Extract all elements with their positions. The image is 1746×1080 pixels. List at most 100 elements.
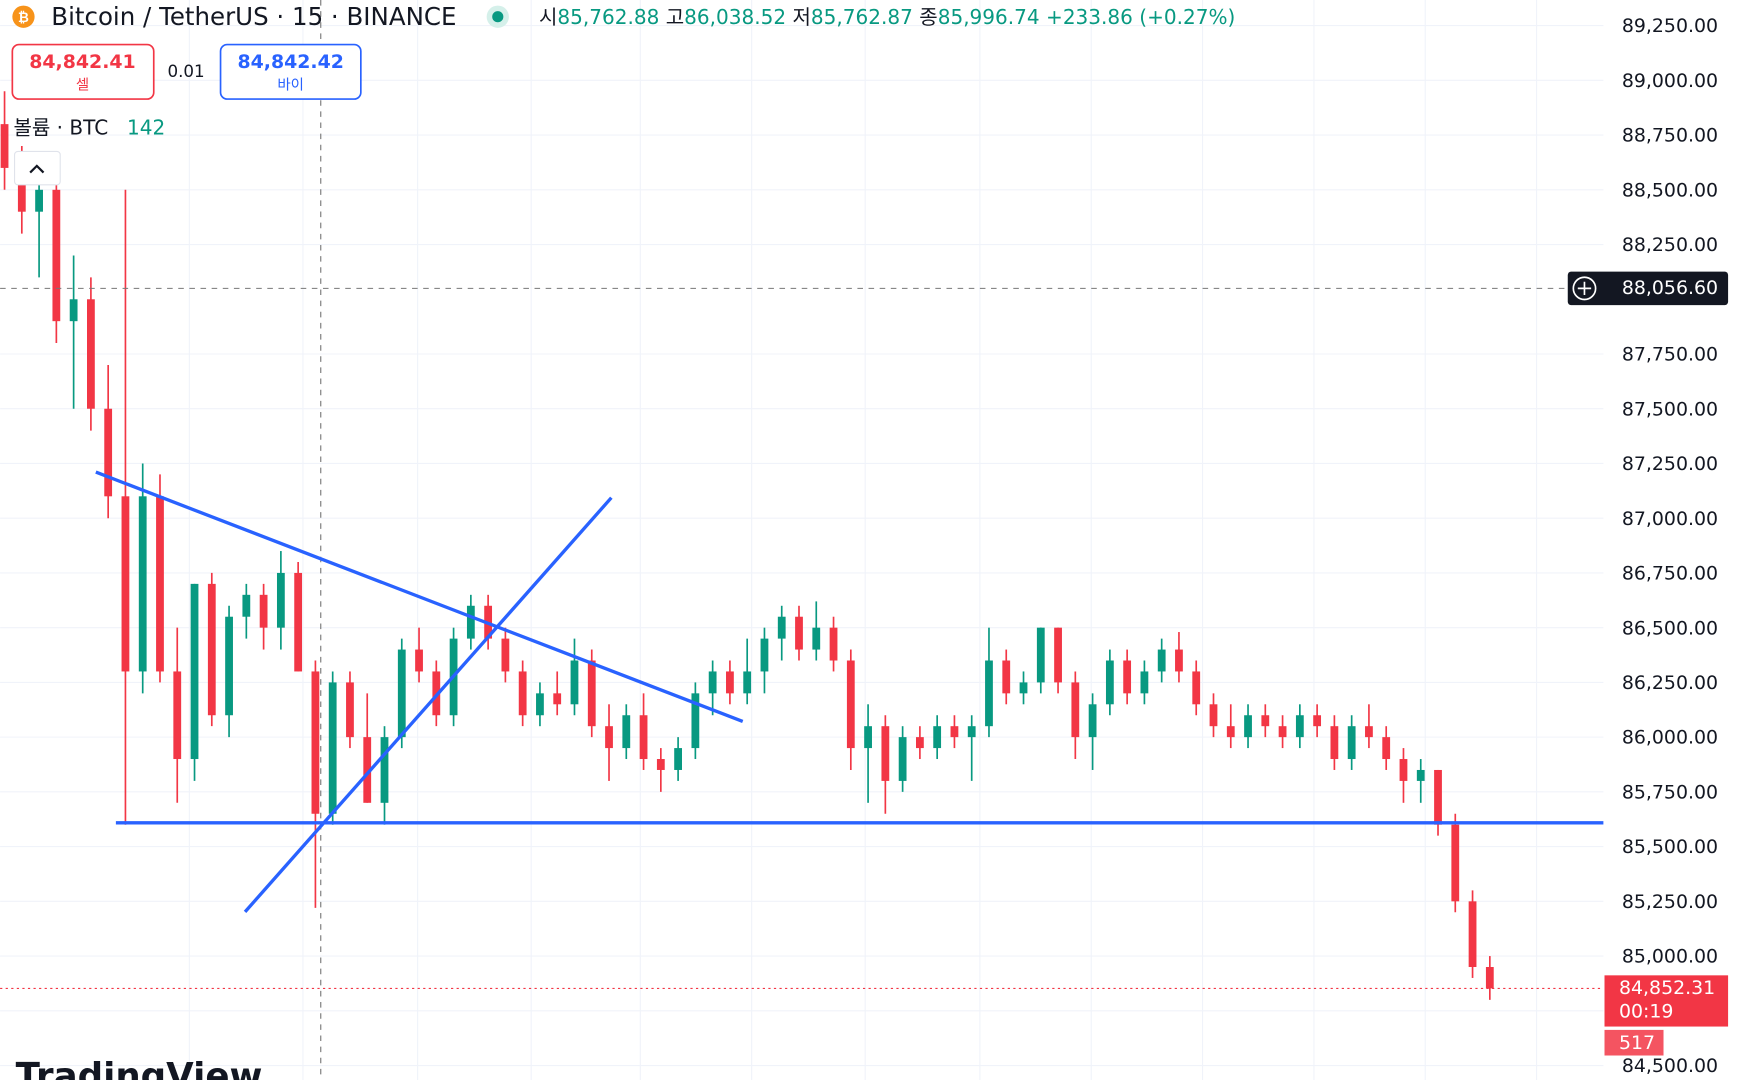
candle-body	[276, 572, 285, 628]
collapse-icon	[29, 164, 45, 174]
candle-body	[415, 649, 423, 672]
candle-body	[190, 583, 199, 760]
candle-body	[0, 124, 9, 168]
candle-body	[846, 660, 855, 749]
candle-body	[1382, 737, 1391, 760]
candle-body	[726, 671, 734, 694]
candle-body	[380, 737, 389, 803]
y-tick-label: 85,250.00	[1622, 891, 1718, 913]
low-label: 저	[793, 4, 811, 28]
candle-body	[587, 660, 596, 727]
volume-last: 517	[1619, 1032, 1655, 1054]
y-tick-label: 86,750.00	[1622, 563, 1718, 585]
buy-button[interactable]	[219, 43, 362, 100]
candle-body	[1088, 704, 1097, 738]
candle-body	[656, 759, 665, 770]
candle-body	[950, 726, 959, 738]
candle-body	[812, 627, 821, 650]
candle-body	[1313, 715, 1322, 727]
candle-body	[691, 693, 700, 749]
candle-body	[1175, 649, 1183, 672]
candle-body	[1347, 726, 1356, 760]
candle-body	[1434, 769, 1442, 825]
candle-body	[1468, 901, 1477, 968]
add-icon	[1572, 276, 1597, 301]
candle-body	[1105, 660, 1114, 705]
candle-body	[674, 748, 682, 770]
candle-body	[1451, 824, 1460, 902]
candle-body	[536, 693, 544, 716]
y-tick-label: 89,250.00	[1622, 15, 1718, 37]
trend-line	[95, 470, 744, 724]
close-value: 85,996.74	[938, 4, 1040, 28]
status-dot	[492, 11, 504, 23]
open-label: 시	[539, 4, 557, 28]
candle-body	[777, 616, 786, 639]
candle-body	[915, 737, 924, 749]
collapse-button[interactable]	[14, 150, 61, 186]
price-axis: 84,500.0084,750.0085,000.0085,250.0085,5…	[1622, 15, 1718, 1077]
candle-body	[570, 660, 579, 705]
candle-body	[708, 671, 717, 694]
candle-body	[328, 682, 337, 814]
buy-price: 84,842.42	[237, 51, 343, 73]
candle-body	[1416, 769, 1425, 781]
candle-body	[1140, 671, 1149, 694]
candle-body	[967, 726, 976, 738]
candle-body	[35, 189, 43, 212]
volume-last-bg	[1604, 1029, 1664, 1056]
candle-body	[760, 638, 769, 672]
candle-body	[156, 496, 164, 672]
candle-body	[1261, 715, 1270, 727]
candle-body	[1244, 715, 1252, 738]
y-tick-label: 88,250.00	[1622, 234, 1718, 256]
candle-body	[104, 408, 113, 497]
volume-value: 142	[127, 116, 165, 140]
candle-body	[1123, 660, 1132, 694]
buy-label: 바이	[277, 77, 304, 94]
sell-label: 셀	[76, 77, 89, 94]
candle-body	[743, 671, 752, 694]
candle-body	[518, 671, 527, 716]
volume-label: 볼륨 · BTC	[13, 116, 108, 140]
candle-body	[121, 496, 130, 672]
candle-body	[1399, 759, 1408, 781]
y-tick-label: 85,750.00	[1622, 781, 1718, 803]
candle-body	[1295, 715, 1304, 738]
candle-body	[1002, 660, 1011, 694]
coin-icon	[12, 5, 35, 28]
sell-button[interactable]	[11, 43, 155, 100]
candle-body	[1054, 627, 1062, 683]
candle-body	[1192, 671, 1201, 705]
sell-price: 84,842.41	[29, 51, 135, 73]
candle-body	[1209, 704, 1218, 727]
high-label: 고	[666, 4, 684, 28]
candle-body	[294, 572, 303, 672]
candle-body	[898, 737, 907, 781]
candle-body	[466, 605, 475, 639]
candle-body	[173, 671, 182, 760]
symbol-title: Bitcoin / TetherUS · 15 · BINANCE	[51, 2, 456, 31]
candles	[0, 91, 1494, 1000]
candle-body	[1019, 682, 1028, 694]
last-price-bg	[1604, 975, 1729, 1027]
candle-body	[1157, 649, 1166, 672]
candle-body	[207, 583, 216, 716]
candle-body	[933, 726, 942, 749]
crosshair-label-bg	[1567, 271, 1729, 306]
candle-body	[259, 594, 268, 628]
candle-body	[985, 660, 993, 727]
close-label: 종	[919, 4, 937, 28]
y-tick-label: 87,000.00	[1622, 508, 1718, 530]
candle-body	[311, 671, 320, 814]
crosshair-price: 88,056.60	[1622, 277, 1718, 299]
grid	[0, 0, 1604, 1080]
last-price: 84,852.31	[1619, 977, 1715, 999]
open-value: 85,762.88	[557, 4, 659, 28]
candle-body	[87, 299, 95, 409]
candle-body	[363, 737, 372, 803]
logo: TradingView	[16, 1056, 263, 1080]
candle-body	[346, 682, 354, 738]
candle-body	[864, 726, 872, 749]
low-value: 85,762.87	[811, 4, 913, 28]
